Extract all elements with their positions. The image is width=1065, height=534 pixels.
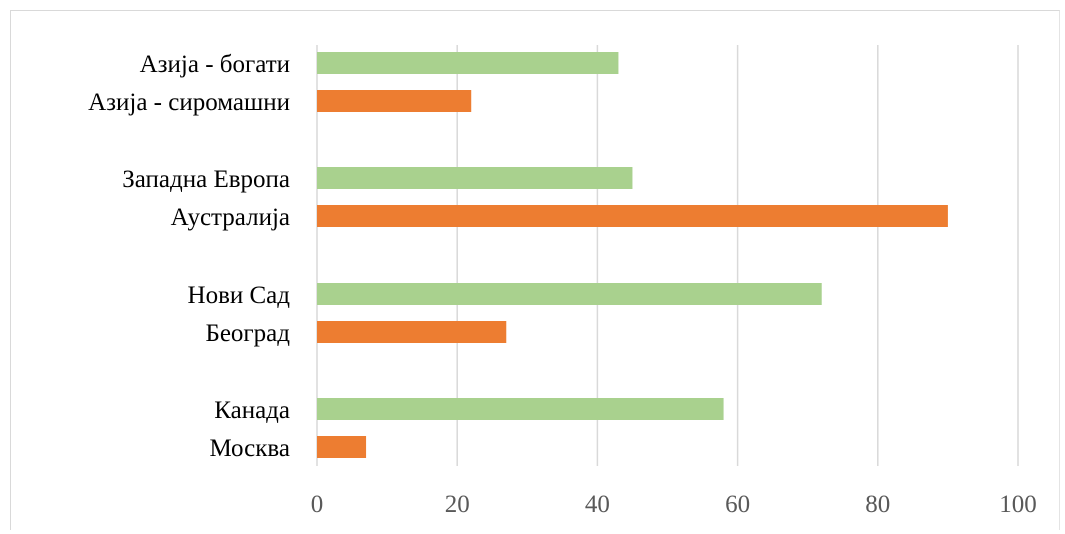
gridlines	[316, 45, 1019, 466]
bar-2	[317, 90, 472, 112]
bar-3	[317, 167, 633, 189]
category-label: Азија - сиромашни	[88, 89, 290, 116]
category-label: Београд	[205, 320, 290, 347]
x-tick-label: 40	[585, 491, 610, 518]
category-label: Западна Европа	[122, 166, 290, 193]
x-tick-label: 20	[445, 491, 470, 518]
bar-4	[317, 205, 948, 227]
bar-8	[317, 436, 367, 458]
x-tick-label: 60	[725, 491, 750, 518]
x-tick-label: 100	[999, 491, 1037, 518]
category-labels: Азија - богати Азија - сиромашни Западна Е…	[88, 51, 290, 462]
x-tick-label: 0	[311, 491, 324, 518]
category-label: Канада	[214, 397, 290, 424]
bar-6	[317, 321, 507, 343]
chart-frame	[10, 10, 1060, 530]
category-label: Аустралија	[171, 204, 290, 231]
category-label: Азија - богати	[140, 51, 290, 78]
bar-5	[317, 283, 822, 305]
x-tick-label: 80	[865, 491, 890, 518]
bar-7	[317, 398, 724, 420]
x-tick-labels: 0 20 40 60 80 100	[311, 491, 1037, 518]
bars	[317, 52, 948, 458]
category-label: Москва	[209, 435, 290, 462]
category-label: Нови Сад	[188, 282, 291, 309]
bar-1	[317, 52, 619, 74]
